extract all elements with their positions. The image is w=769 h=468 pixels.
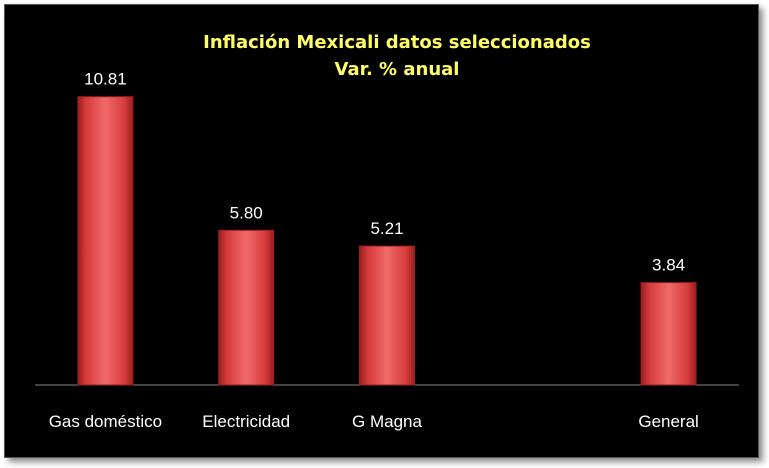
chart-title: Inflación Mexicali datos seleccionados — [203, 32, 591, 53]
chart-canvas: Inflación Mexicali datos seleccionados V… — [35, 32, 739, 431]
bar-0 — [77, 96, 134, 386]
bar-4 — [640, 282, 697, 386]
bar-1 — [218, 229, 275, 386]
data-label-2: 5.21 — [370, 219, 403, 238]
category-label-0: Gas doméstico — [49, 412, 162, 431]
chart-subtitle: Var. % anual — [335, 59, 460, 80]
data-label-0: 10.81 — [84, 70, 127, 89]
category-label-1: Electricidad — [202, 412, 290, 431]
data-label-1: 5.80 — [230, 203, 263, 222]
data-label-4: 3.84 — [652, 256, 685, 275]
category-label-4: General — [638, 412, 698, 431]
bar-group: 10.81 Gas doméstico 5.80 Electricidad 5.21 G … — [49, 70, 699, 431]
bar-2 — [359, 245, 415, 386]
chart-frame: Inflación Mexicali datos seleccionados V… — [4, 4, 759, 458]
category-label-2: G Magna — [352, 412, 422, 431]
